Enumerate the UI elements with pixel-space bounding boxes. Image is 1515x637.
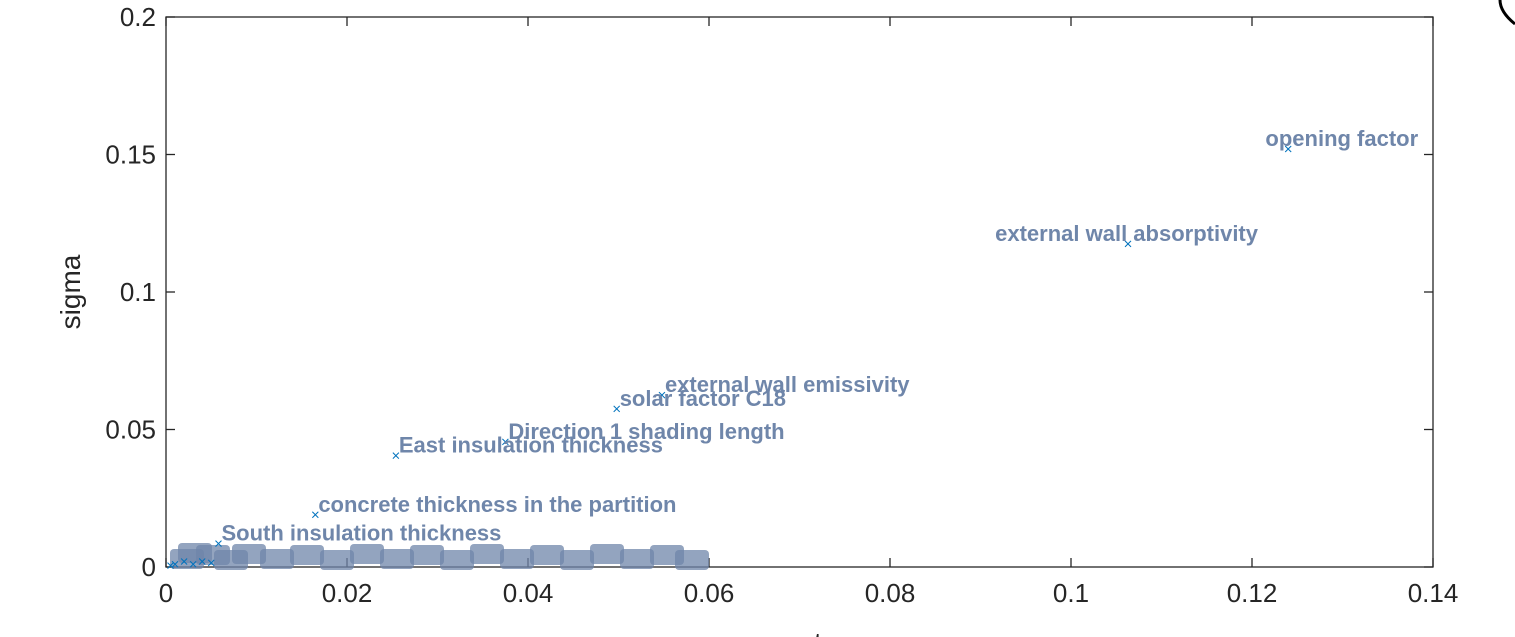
scatter-point (171, 560, 179, 568)
scatter-point (167, 562, 174, 569)
y-axis-ticks: 0 0.05 0.1 0.15 0.2 (105, 2, 1433, 582)
x-tick-label: 0.06 (684, 578, 735, 608)
plot-area (165, 16, 1434, 568)
overlapping-label-fragment (350, 544, 384, 564)
y-tick-label: 0.2 (120, 2, 156, 32)
cropped-curve-edge (1498, 0, 1515, 26)
scatter-point (502, 438, 509, 446)
overlapping-label-fragment (620, 549, 654, 569)
y-tick-label: 0.05 (105, 415, 156, 445)
scatter-point (392, 452, 400, 459)
scatter-point (198, 558, 206, 565)
point-label: external wall emissivity (665, 372, 910, 397)
overlapping-label-fragment (675, 550, 709, 570)
point-label: East insulation thickness (399, 433, 663, 458)
y-axis-title: sigma (55, 254, 86, 329)
point-label: external wall absorptivity (995, 221, 1259, 246)
overlapping-label-fragment (260, 549, 294, 569)
x-tick-label: 0 (159, 578, 173, 608)
x-tick-label: 0.04 (503, 578, 554, 608)
overlapping-label-fragment (470, 544, 504, 564)
scatter-point (311, 511, 319, 519)
scatter-point (1284, 145, 1292, 153)
overlapping-label-fragment (440, 550, 474, 570)
y-tick-label: 0.15 (105, 140, 156, 170)
scatter-point (658, 391, 666, 399)
x-tick-label: 0.02 (322, 578, 373, 608)
point-label: Direction 1 shading length (508, 419, 784, 444)
point-label: South insulation thickness (221, 521, 501, 546)
x-tick-label: 0.08 (865, 578, 916, 608)
point-labels: opening factor external wall absorptivity… (221, 126, 1418, 546)
overlapping-label-fragment (320, 550, 354, 570)
overlapping-label-fragment (380, 549, 414, 569)
point-label: solar factor C18 (620, 386, 786, 411)
overlapping-label-fragment (530, 545, 564, 565)
scatter-point (1124, 240, 1132, 248)
scatter-point (215, 540, 222, 547)
overlapping-label-fragment (232, 544, 266, 564)
point-label: opening factor (1265, 126, 1418, 151)
overlapping-label-fragment (290, 545, 324, 565)
scatter-point (207, 559, 215, 567)
origin-label-clutter (170, 543, 709, 570)
scatter-point (180, 558, 188, 565)
overlapping-label-fragment (590, 544, 624, 564)
x-tick-label: 0.12 (1227, 578, 1278, 608)
x-tick-label: 0.1 (1053, 578, 1089, 608)
overlapping-label-fragment (410, 545, 444, 565)
scatter-point (613, 405, 621, 413)
point-label: concrete thickness in the partition (318, 492, 676, 517)
overlapping-label-fragment (560, 550, 594, 570)
scatter-point (189, 560, 197, 568)
x-axis-ticks: 0 0.02 0.04 0.06 0.08 0.1 0.12 0.14 (159, 17, 1459, 608)
x-axis-title: mu star (753, 627, 846, 637)
data-points (167, 145, 1292, 569)
y-tick-label: 0.1 (120, 277, 156, 307)
y-tick-label: 0 (142, 552, 156, 582)
x-tick-label: 0.14 (1408, 578, 1459, 608)
overlapping-label-fragment (500, 549, 534, 569)
